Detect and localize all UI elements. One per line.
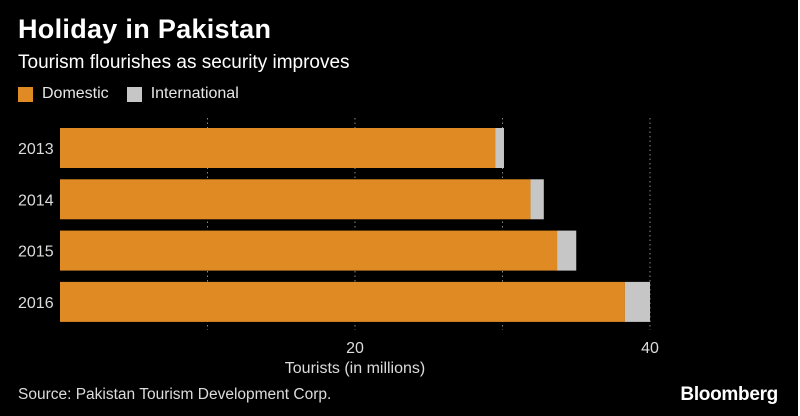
chart-subtitle: Tourism flourishes as security improves [18,52,350,73]
source-note: Source: Pakistan Tourism Development Cor… [18,386,332,403]
legend-label-domestic: Domestic [42,85,109,102]
x-axis-label: Tourists (in millions) [285,360,425,377]
category-label-2013: 2013 [18,141,54,158]
legend-swatch-international [126,86,142,102]
bar-2016-international [624,281,650,322]
legend-item-domestic: Domestic [18,85,109,103]
bar-2016-domestic [60,281,625,322]
bar-2015-international [557,230,577,271]
chart-legend: Domestic International [18,85,257,103]
category-label-2015: 2015 [18,244,54,261]
bar-2015-domestic [60,230,558,271]
legend-swatch-domestic [18,86,33,102]
bloomberg-logo: Bloomberg [680,384,778,405]
x-tick-label-40: 40 [641,340,659,357]
legend-label-international: International [150,85,239,102]
bar-2014-domestic [60,179,531,220]
category-label-2016: 2016 [18,295,54,312]
bar-2013-domestic [60,128,496,168]
x-tick-label-20: 20 [346,340,364,357]
right-edge-border [798,0,800,416]
chart-title: Holiday in Pakistan [18,14,272,44]
bar-2014-international [530,179,544,220]
bar-2013-international [495,128,504,168]
legend-item-international: International [126,85,239,103]
category-label-2014: 2014 [18,192,54,209]
